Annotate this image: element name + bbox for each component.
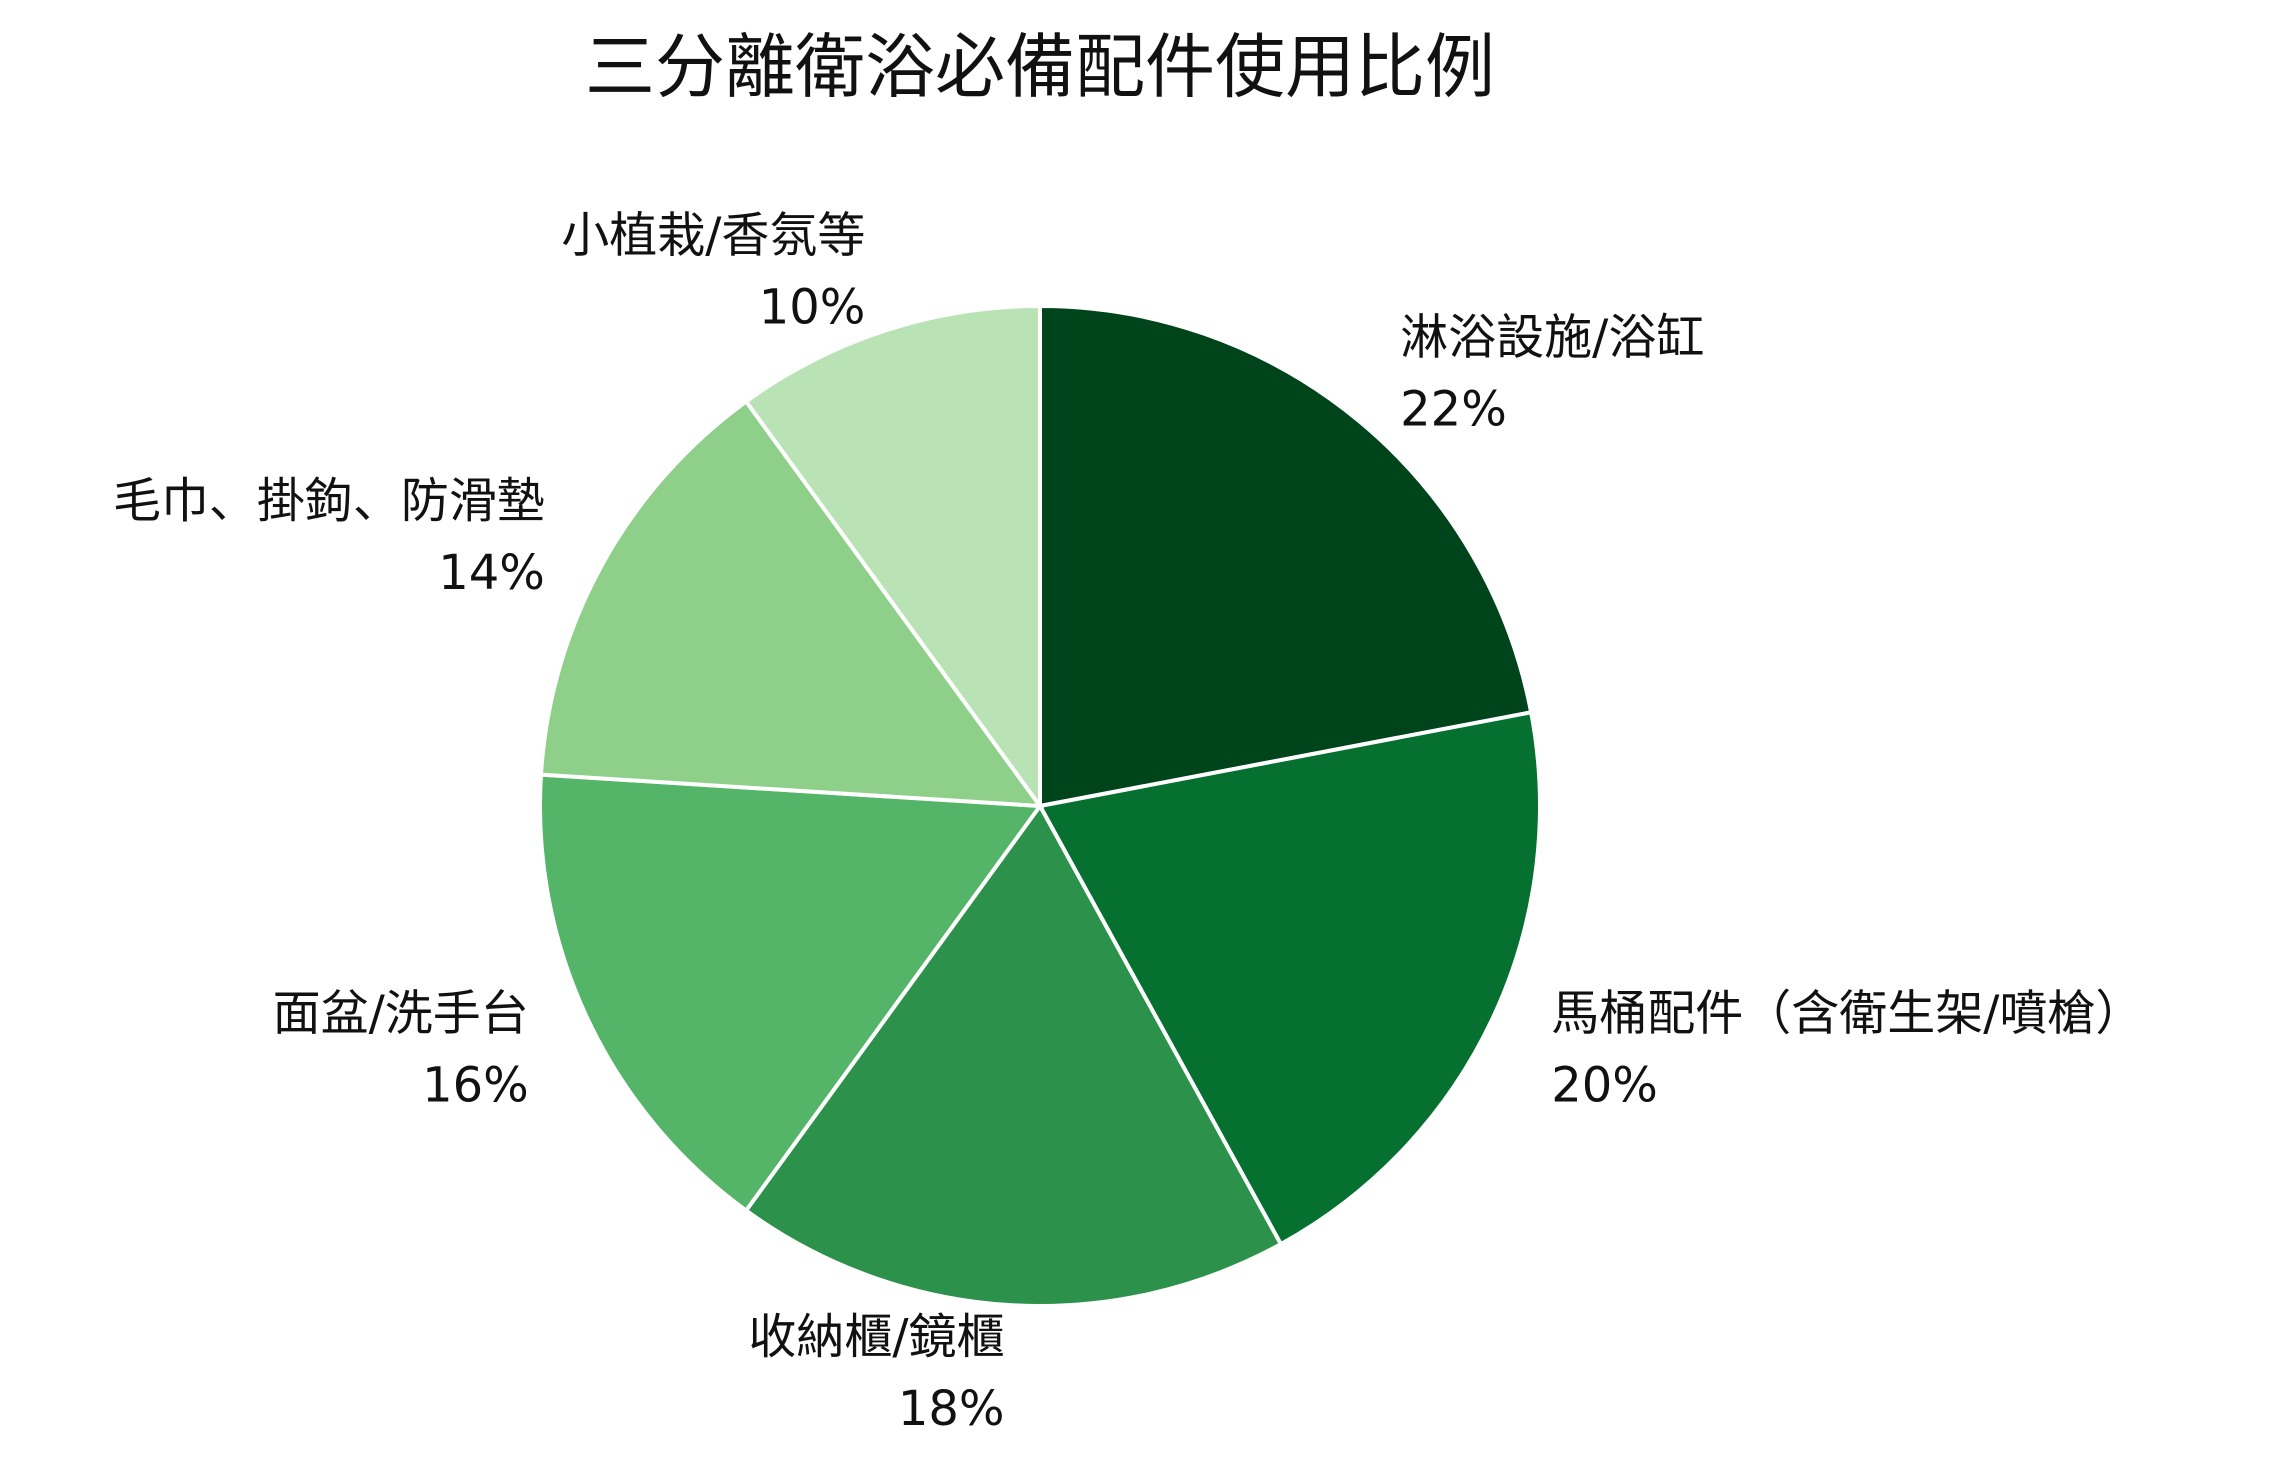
slice-label: 淋浴設施/浴缸 bbox=[1400, 310, 1704, 366]
slice-value-label: 10% bbox=[759, 280, 866, 336]
pie-slice bbox=[743, 303, 1042, 813]
pie-slice bbox=[743, 802, 1284, 1308]
slice-value-label: 18% bbox=[898, 1381, 1005, 1437]
slice-label: 小植栽/香氛等 bbox=[561, 208, 865, 264]
pie-slice bbox=[538, 772, 1044, 1214]
slice-value-label: 20% bbox=[1551, 1058, 1658, 1114]
slice-label: 收納櫃/鏡櫃 bbox=[748, 1309, 1004, 1365]
pie-slice bbox=[1038, 303, 1534, 809]
slice-label: 面盆/洗手台 bbox=[273, 986, 529, 1042]
slice-label: 馬桶配件（含衛生架/噴槍） bbox=[1551, 986, 2143, 1042]
slice-value-label: 22% bbox=[1400, 382, 1507, 438]
slice-value-label: 14% bbox=[438, 545, 545, 601]
slice-label: 毛巾、掛鉤、防滑墊 bbox=[113, 473, 545, 529]
pie-slice bbox=[538, 398, 1045, 809]
pie-slice bbox=[1036, 709, 1542, 1247]
slice-value-label: 16% bbox=[422, 1058, 529, 1114]
chart-title: 三分離衛浴必備配件使用比例 bbox=[585, 26, 1495, 108]
